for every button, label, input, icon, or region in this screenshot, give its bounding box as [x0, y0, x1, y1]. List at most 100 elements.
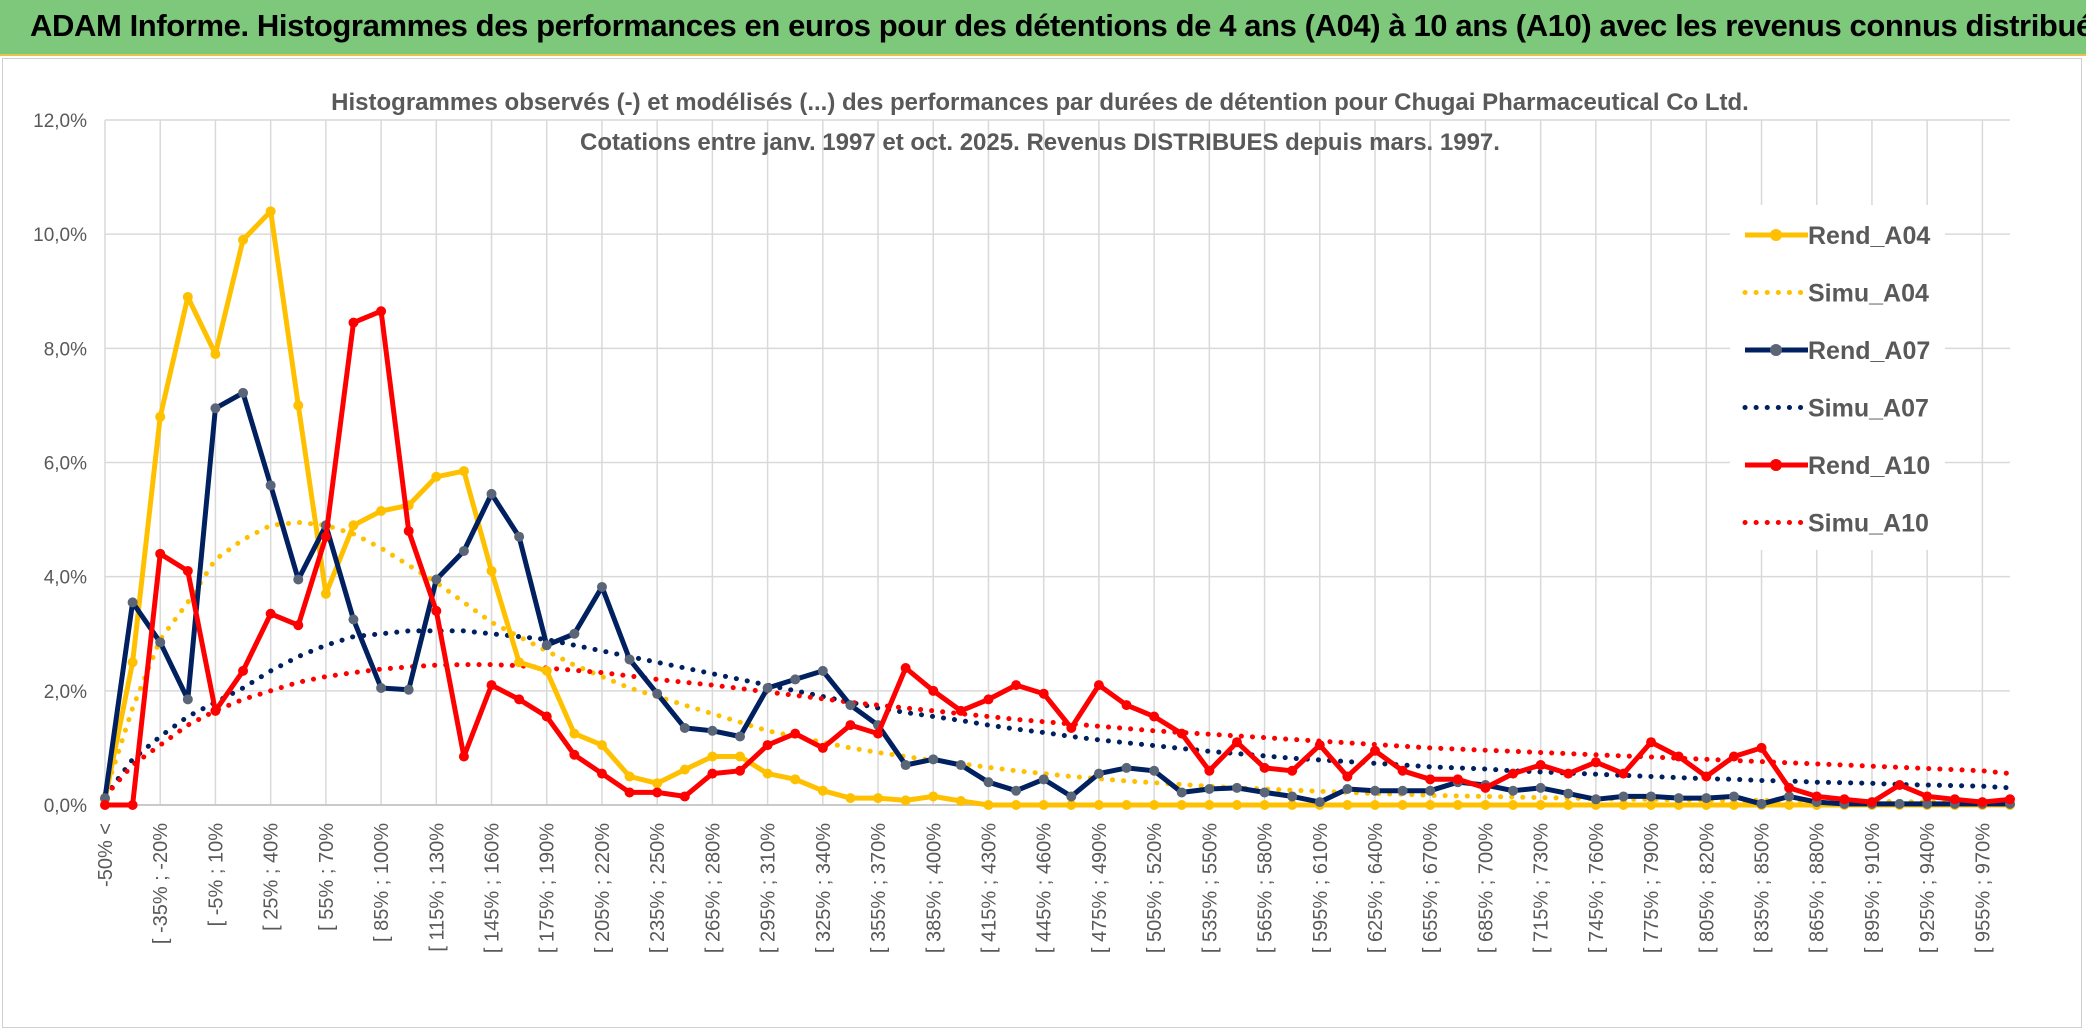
x-tick-label: [ 835% ; 850% — [1752, 823, 1774, 953]
x-tick-label: [ 385% ; 400% — [923, 823, 945, 953]
data-point — [762, 682, 773, 693]
x-tick-label: [ 685% ; 700% — [1475, 823, 1497, 953]
data-point — [1701, 793, 1712, 804]
data-point — [431, 471, 442, 482]
data-point — [1563, 768, 1574, 779]
series-line — [102, 390, 2010, 807]
data-point — [403, 684, 414, 695]
x-axis: -50% < [ -35% ; -20% [ -5% ; 10% [ 25% ; 40… — [95, 823, 1994, 953]
data-point — [1646, 737, 1657, 748]
data-point — [1756, 742, 1767, 753]
data-point — [928, 754, 939, 765]
data-point — [376, 682, 387, 693]
report-banner: ADAM Informe. Histogrammes des performan… — [0, 0, 2086, 56]
data-point — [1176, 787, 1187, 798]
data-point — [1425, 774, 1436, 785]
data-point — [1590, 757, 1601, 768]
data-point — [1121, 700, 1132, 711]
data-point — [845, 720, 856, 731]
data-point — [1287, 791, 1298, 802]
x-tick-label: [ 205% ; 220% — [592, 823, 614, 953]
data-point — [1894, 798, 1905, 809]
x-tick-label: [ 775% ; 790% — [1641, 823, 1663, 953]
data-point — [1342, 800, 1353, 810]
data-point — [1231, 737, 1242, 748]
data-point — [127, 800, 138, 810]
y-tick-label: 0,0% — [44, 796, 87, 817]
series-line — [102, 208, 2010, 808]
data-point — [1452, 800, 1463, 810]
x-tick-label: -50% < — [95, 823, 117, 887]
data-point — [541, 665, 552, 676]
data-point — [735, 765, 745, 776]
data-point — [1066, 800, 1077, 810]
data-point — [1038, 688, 1049, 699]
data-point — [955, 705, 966, 716]
data-point — [1618, 800, 1629, 810]
legend-item-Simu_A04: Simu_A04 — [1742, 280, 1929, 308]
data-point — [293, 620, 304, 631]
data-point — [1259, 800, 1270, 810]
series-Simu_A10 — [102, 662, 2013, 799]
data-point — [458, 751, 469, 762]
data-point — [320, 531, 331, 542]
data-point — [790, 728, 801, 739]
chart-grid — [104, 119, 2010, 806]
legend-item-Rend_A04: Rend_A04 — [1745, 222, 1930, 250]
data-point — [1370, 800, 1380, 810]
report-title: ADAM Informe. Histogrammes des performan… — [30, 8, 2086, 43]
data-point — [127, 657, 138, 668]
data-point — [1784, 791, 1795, 802]
data-point — [762, 740, 773, 751]
x-tick-label: [ -35% ; -20% — [150, 823, 172, 944]
data-point — [790, 674, 801, 685]
data-point — [652, 787, 663, 798]
data-point — [1922, 798, 1933, 809]
data-point — [1176, 800, 1187, 810]
data-point — [845, 793, 856, 804]
x-tick-label: [ 265% ; 280% — [702, 823, 724, 953]
legend-item-Simu_A07: Simu_A07 — [1742, 395, 1929, 423]
data-point — [265, 480, 276, 491]
data-point — [155, 411, 166, 422]
data-point — [1176, 728, 1187, 739]
data-point — [1370, 785, 1380, 796]
data-point — [486, 680, 497, 691]
data-point — [1811, 791, 1822, 802]
data-point — [983, 694, 994, 705]
data-point — [431, 605, 442, 616]
data-point — [100, 793, 110, 804]
data-point — [652, 688, 663, 699]
data-point — [127, 597, 138, 608]
data-point — [679, 764, 690, 775]
data-point — [1728, 791, 1739, 802]
data-point — [514, 694, 525, 705]
data-point — [486, 565, 497, 576]
x-tick-label: [ 715% ; 730% — [1531, 823, 1553, 953]
data-point — [1784, 800, 1795, 810]
series-line — [105, 308, 2011, 808]
data-point — [735, 751, 745, 762]
data-point — [1508, 768, 1519, 779]
data-point — [376, 506, 387, 517]
data-point — [182, 565, 193, 576]
data-point — [928, 685, 939, 696]
legend-background — [1730, 205, 1945, 550]
data-point — [1922, 791, 1933, 802]
data-point — [1949, 794, 1960, 805]
data-point — [1480, 782, 1491, 793]
y-tick-label: 6,0% — [44, 454, 87, 475]
data-point — [1011, 800, 1022, 810]
data-point — [1673, 800, 1684, 810]
legend-label: Rend_A07 — [1808, 337, 1930, 365]
series-Rend_A10 — [100, 306, 2015, 810]
data-point — [1618, 768, 1629, 779]
data-point — [155, 637, 166, 648]
data-point — [790, 774, 801, 785]
data-point — [1066, 722, 1077, 733]
data-point — [735, 731, 745, 742]
data-point — [1204, 784, 1215, 795]
data-point — [1204, 765, 1215, 776]
data-point — [1011, 785, 1022, 796]
data-point — [265, 206, 276, 217]
